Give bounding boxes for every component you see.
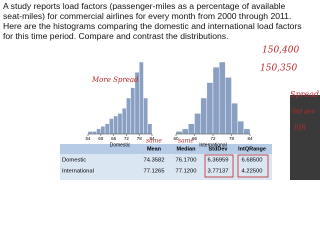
histogram-label: International: [199, 142, 227, 148]
x-tick-label: 72: [210, 136, 216, 141]
histogram-bar: [231, 102, 238, 135]
histogram-bar: [188, 123, 195, 135]
table-cell: 6.68500: [242, 158, 263, 164]
x-tick-label: 60: [98, 136, 104, 141]
table-header: Mean: [147, 146, 162, 152]
histogram-bar: [175, 131, 183, 135]
x-tick-label: 78: [137, 136, 143, 141]
histogram-bar: [96, 128, 101, 135]
table-cell: 4.22500: [242, 169, 263, 175]
histogram-bar: [194, 113, 201, 135]
table-cell: International: [62, 169, 94, 175]
handwritten-note: More Spread: [91, 76, 139, 84]
presenter-video: [290, 95, 320, 180]
histogram-bar: [212, 66, 220, 135]
table-header: Median: [177, 146, 197, 152]
histogram-bar: [92, 131, 97, 135]
table-cell: 76.1700: [176, 158, 197, 164]
handwritten-note: IQR: [293, 125, 306, 132]
table-cell: 3.77137: [208, 169, 229, 175]
handwritten-note: same: [178, 138, 194, 145]
handwritten-note: Std dev: [292, 109, 316, 116]
handwritten-note: same: [146, 138, 162, 145]
figure: 54 60 66 72 78 84 Domestic 60 66 72 78 84 Internatio…: [60, 46, 320, 180]
x-tick-label: 72: [124, 136, 130, 141]
x-tick-label: 66: [192, 136, 198, 141]
table-header-background: [60, 144, 272, 154]
x-tick-label: 54: [85, 136, 91, 141]
screenshot: A study reports load factors (passenger-…: [3, 1, 320, 180]
table-cell: 77.1200: [176, 169, 197, 175]
table-cell: Domestic: [62, 158, 86, 164]
x-tick-label: 78: [229, 136, 235, 141]
histogram-bar: [138, 61, 144, 135]
histogram-bar: [218, 61, 226, 135]
table-cell: 6.36959: [208, 158, 229, 164]
x-tick-label: 84: [149, 136, 155, 141]
histogram-bar: [126, 97, 131, 135]
histogram-bar: [109, 118, 114, 135]
highlight-box: [204, 154, 234, 178]
histogram-bar: [113, 115, 119, 135]
histogram-bar: [100, 126, 106, 135]
histogram-bar: [225, 77, 232, 135]
histogram-bar: [147, 123, 153, 135]
histogram-bar: [117, 113, 123, 135]
histogram-bar: [237, 120, 245, 135]
histogram-bar: [143, 97, 148, 135]
histogram-bar: [200, 97, 208, 135]
histogram-bar: [243, 128, 251, 135]
highlight-box: [237, 154, 269, 178]
histogram-bar: [181, 128, 189, 135]
handwritten-note: Spread: [290, 90, 319, 99]
table-header: IntQRange: [238, 146, 266, 152]
histogram-bar: [87, 131, 93, 135]
histogram-bar: [121, 108, 127, 135]
question-text: A study reports load factors (passenger-…: [3, 1, 302, 41]
x-tick-label: 60: [173, 136, 179, 141]
table-cell: 77.1265: [144, 169, 165, 175]
histogram-bar: [206, 82, 214, 135]
table-header: StdDev: [209, 146, 229, 152]
x-tick-label: 84: [247, 136, 253, 141]
histogram-bar: [104, 123, 110, 135]
table-cell: 74.3582: [144, 158, 165, 164]
histogram-bar: [130, 87, 136, 135]
handwritten-note: 150,400: [262, 46, 299, 56]
handwritten-note: 150,350: [260, 64, 297, 74]
x-tick-label: 66: [111, 136, 117, 141]
histogram-label: Domestic: [110, 142, 131, 148]
